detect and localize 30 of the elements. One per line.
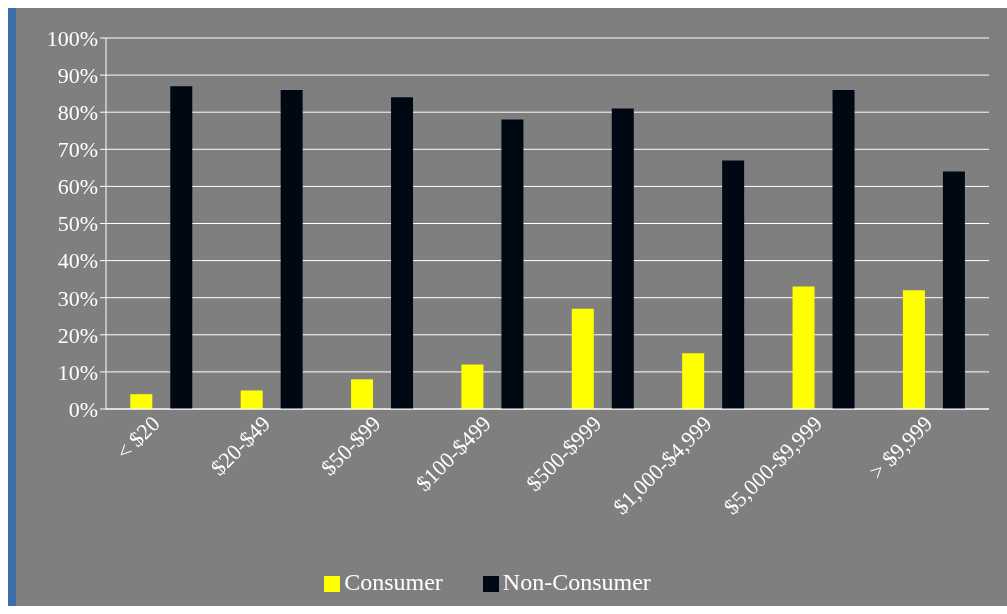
bar [902, 290, 925, 409]
bar [571, 308, 594, 409]
y-tick-label: 40% [57, 248, 98, 274]
y-tick-label: 80% [57, 100, 98, 126]
bar [942, 171, 965, 409]
y-tick-label: 20% [57, 322, 98, 348]
y-tick-label: 0% [68, 396, 98, 422]
bar [461, 364, 484, 409]
legend-label: Non-Consumer [502, 569, 651, 595]
bar [611, 108, 634, 409]
bar [792, 286, 815, 409]
y-tick-label: 10% [57, 359, 98, 385]
bar [722, 160, 745, 409]
bar [501, 119, 524, 409]
x-tick-label: < $20 [111, 410, 165, 465]
legend-label: Consumer [344, 569, 443, 595]
bar [682, 353, 705, 409]
y-tick-label: 70% [57, 137, 98, 163]
bar [240, 390, 263, 409]
bar [280, 89, 303, 409]
bar [170, 86, 193, 409]
y-tick-label: 100% [46, 25, 98, 51]
y-tick-label: 30% [57, 285, 98, 311]
bar [130, 394, 153, 409]
y-tick-label: 50% [57, 211, 98, 237]
bar [391, 97, 414, 409]
y-tick-label: 90% [57, 62, 98, 88]
bar [832, 89, 855, 409]
y-tick-label: 60% [57, 174, 98, 200]
bar [351, 379, 374, 409]
